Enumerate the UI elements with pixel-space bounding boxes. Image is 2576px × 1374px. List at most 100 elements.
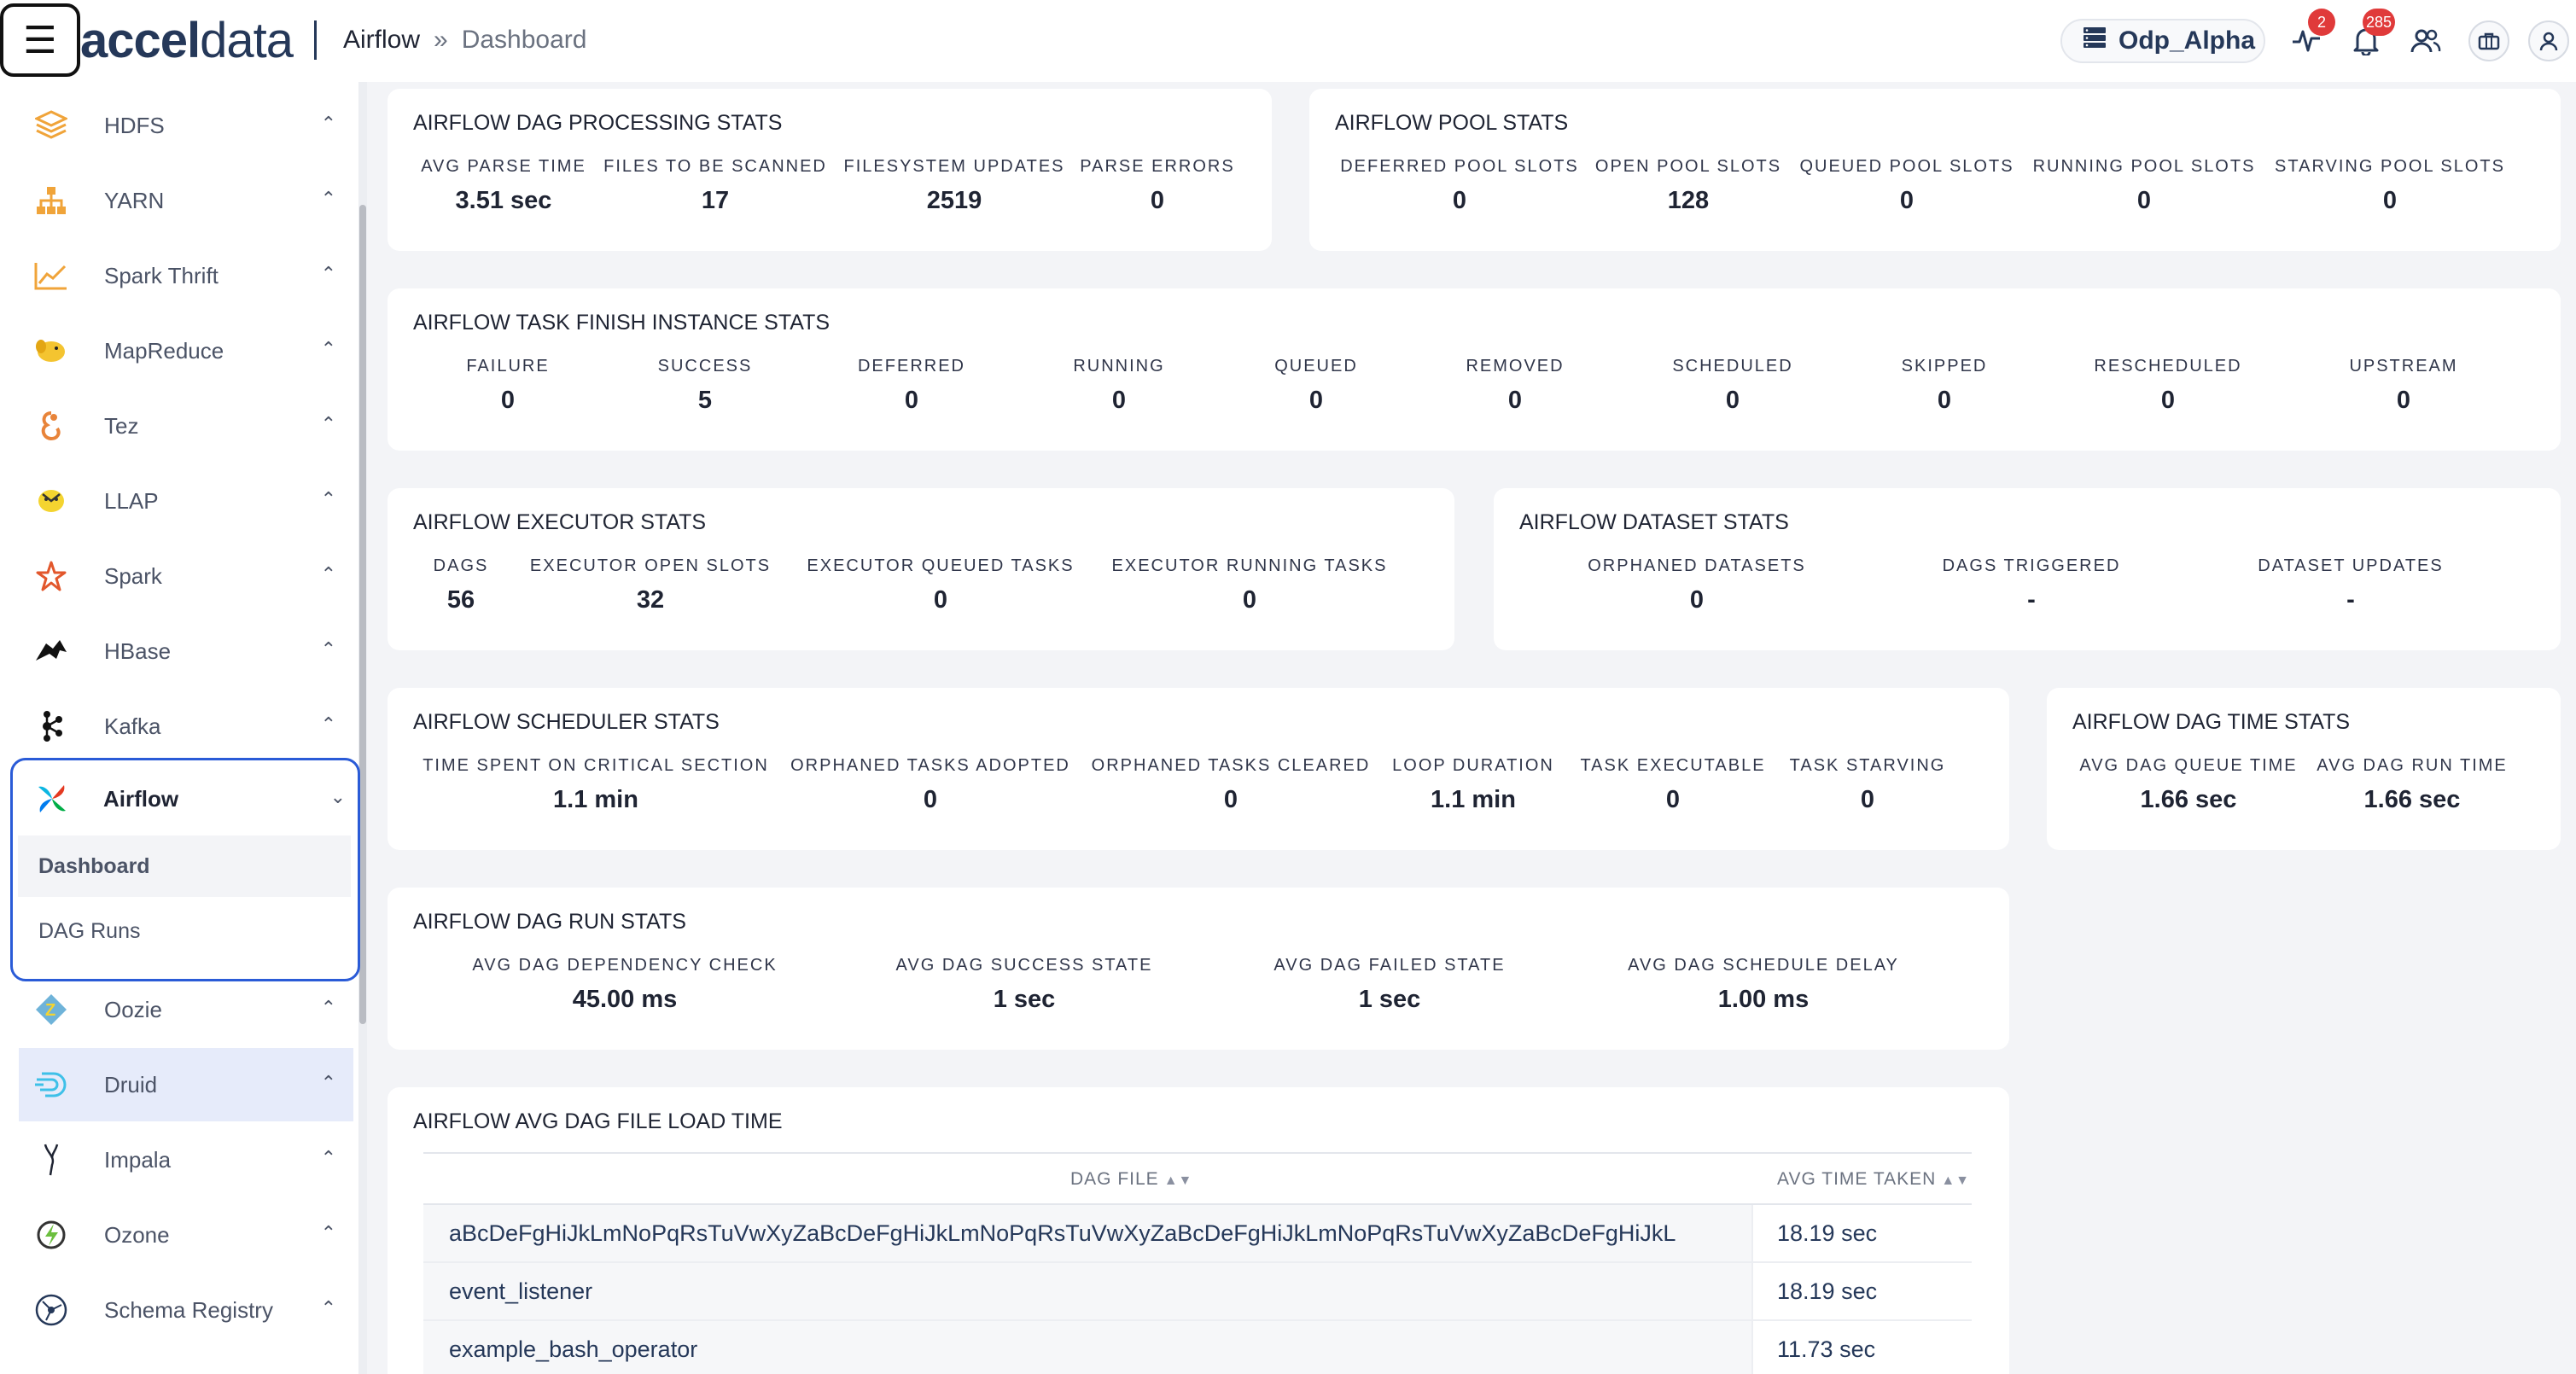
stat-task-executable: TASK EXECUTABLE 0 (1580, 756, 1765, 814)
stat-rescheduled: RESCHEDULED 0 (2094, 357, 2241, 415)
sidebar-scroll-thumb[interactable] (359, 205, 366, 1024)
logo[interactable]: acceldata (80, 13, 294, 68)
stat-label: DEFERRED (857, 357, 966, 376)
sidebar-item-hdfs[interactable]: HDFS ⌃ (19, 89, 353, 162)
chevron-up-icon: ⌃ (320, 113, 336, 134)
stat-label: AVG DAG RUN TIME (2317, 756, 2508, 775)
stat-running: RUNNING 0 (1073, 357, 1164, 415)
table-row[interactable]: aBcDeFgHiJkLmNoPqRsTuVwXyZaBcDeFgHiJkLmN… (423, 1205, 1972, 1263)
column-header-dag-file[interactable]: DAG FILE ▲▼ (1070, 1169, 1193, 1189)
sidebar-subitem-dashboard[interactable]: Dashboard (18, 835, 351, 897)
druid-icon (32, 1066, 70, 1103)
briefcase-button[interactable] (2468, 20, 2509, 61)
card-title: AIRFLOW EXECUTOR STATS (413, 510, 707, 534)
stat-executor-running-tasks: EXECUTOR RUNNING TASKS 0 (1112, 556, 1388, 614)
avg-time-cell: 11.73 sec (1777, 1336, 1876, 1362)
sidebar-item-kafka[interactable]: Kafka ⌃ (19, 690, 353, 763)
stat-value: - (2346, 586, 2355, 614)
stat-queued-pool-slots: QUEUED POOL SLOTS 0 (1799, 157, 2014, 215)
chevron-up-icon: ⌃ (320, 1222, 336, 1243)
sidebar-item-schema-registry[interactable]: Schema Registry ⌃ (19, 1273, 353, 1347)
stat-value: 0 (1665, 786, 1681, 813)
stat-value: 2519 (926, 187, 982, 214)
stat-label: PARSE ERRORS (1080, 157, 1235, 176)
stat-label: RUNNING (1073, 357, 1165, 376)
sidebar-item-yarn[interactable]: YARN ⌃ (19, 164, 353, 237)
menu-button[interactable]: ☰ (0, 3, 80, 77)
stat-label: QUEUED POOL SLOTS (1799, 157, 2014, 176)
breadcrumb-airflow[interactable]: Airflow (343, 26, 421, 54)
stat-label: AVG DAG SUCCESS STATE (895, 956, 1153, 975)
user-profile-button[interactable] (2528, 20, 2569, 61)
card-executor-stats: AIRFLOW EXECUTOR STATS DAGS 56 EXECUTOR … (388, 488, 1454, 650)
users-button[interactable] (2405, 20, 2446, 61)
pulse-button[interactable]: 2 (2286, 9, 2335, 61)
table-row[interactable]: event_listener 18.19 sec (423, 1263, 1972, 1321)
cluster-selector[interactable]: Odp_Alpha (2060, 19, 2265, 63)
sidebar-item-label: MapReduce (104, 337, 224, 364)
stat-value: 3.51 sec (455, 187, 552, 214)
stat-label: AVG DAG FAILED STATE (1273, 956, 1506, 975)
sidebar-item-druid[interactable]: Druid ⌃ (19, 1048, 353, 1121)
stat-value: 0 (500, 387, 516, 414)
breadcrumb: Airflow » Dashboard (343, 26, 586, 55)
sidebar-item-oozie[interactable]: Z Oozie ⌃ (19, 973, 353, 1046)
stat-value: 1.66 sec (2140, 786, 2237, 813)
stat-value: - (2027, 586, 2036, 614)
stat-scheduled: SCHEDULED 0 (1672, 357, 1792, 415)
sidebar-item-hbase[interactable]: HBase ⌃ (19, 614, 353, 688)
chevron-up-icon: ⌃ (320, 713, 336, 735)
impala-icon (32, 1141, 70, 1179)
stat-starving-pool-slots: STARVING POOL SLOTS 0 (2275, 157, 2505, 215)
sidebar-item-airflow[interactable]: Airflow ⌄ (21, 769, 349, 829)
stat-failure: FAILURE 0 (466, 357, 549, 415)
sidebar (0, 82, 362, 1374)
stat-label: DEFERRED POOL SLOTS (1340, 157, 1579, 176)
stat-value: 1.1 min (1431, 786, 1516, 813)
stat-value: 0 (2382, 187, 2398, 214)
schema-registry-icon (32, 1291, 70, 1329)
cluster-name: Odp_Alpha (2118, 26, 2256, 55)
table-row[interactable]: example_bash_operator 11.73 sec (423, 1321, 1972, 1374)
users-icon (2410, 29, 2441, 53)
stat-label: FILES TO BE SCANNED (603, 157, 827, 176)
chevron-up-icon: ⌃ (320, 1072, 336, 1093)
yarn-icon (32, 182, 70, 219)
stat-value: 5 (697, 387, 713, 414)
sidebar-item-label: HDFS (104, 112, 165, 138)
svg-text:Z: Z (45, 1001, 55, 1020)
stat-running-pool-slots: RUNNING POOL SLOTS 0 (2033, 157, 2256, 215)
tez-icon (32, 407, 70, 445)
stat-value: 0 (1689, 586, 1705, 614)
chevron-up-icon: ⌃ (320, 1297, 336, 1319)
sidebar-item-spark[interactable]: Spark ⌃ (19, 539, 353, 613)
stat-label: RUNNING POOL SLOTS (2032, 157, 2256, 176)
sidebar-subitem-dag-runs[interactable]: DAG Runs (38, 918, 141, 943)
stat-value: 0 (1111, 387, 1127, 414)
stat-label: AVG PARSE TIME (421, 157, 586, 176)
card-dag-processing-stats: AIRFLOW DAG PROCESSING STATS AVG PARSE T… (388, 89, 1272, 251)
stat-label: DAGS (433, 556, 489, 575)
sidebar-item-llap[interactable]: LLAP ⌃ (19, 464, 353, 538)
sidebar-item-ozone[interactable]: Ozone ⌃ (19, 1198, 353, 1272)
card-title: AIRFLOW POOL STATS (1335, 111, 1569, 135)
sidebar-item-mapreduce[interactable]: MapReduce ⌃ (19, 314, 353, 387)
stat-label: TASK STARVING (1789, 756, 1946, 775)
sidebar-item-spark-thrift[interactable]: Spark Thrift ⌃ (19, 239, 353, 312)
stat-label: SCHEDULED (1672, 357, 1793, 376)
stat-avg-dag-queue-time: AVG DAG QUEUE TIME 1.66 sec (2079, 756, 2297, 814)
notifications-button[interactable]: 285 (2346, 9, 2395, 61)
stat-value: 0 (1242, 586, 1257, 614)
stat-label: SUCCESS (657, 357, 753, 376)
stat-label: AVG DAG SCHEDULE DELAY (1628, 956, 1899, 975)
column-header-avg-time-taken[interactable]: AVG TIME TAKEN ▲▼ (1777, 1169, 1970, 1189)
stat-label: AVG DAG DEPENDENCY CHECK (472, 956, 778, 975)
stat-value: 0 (1860, 786, 1875, 813)
sidebar-item-impala[interactable]: Impala ⌃ (19, 1123, 353, 1196)
stat-dags: DAGS 56 (434, 556, 489, 614)
stat-label: OPEN POOL SLOTS (1594, 157, 1782, 176)
stat-label: DATASET UPDATES (2258, 556, 2444, 575)
card-dataset-stats: AIRFLOW DATASET STATS ORPHANED DATASETS … (1494, 488, 2561, 650)
spark-thrift-icon (32, 257, 70, 294)
sidebar-item-tez[interactable]: Tez ⌃ (19, 389, 353, 463)
